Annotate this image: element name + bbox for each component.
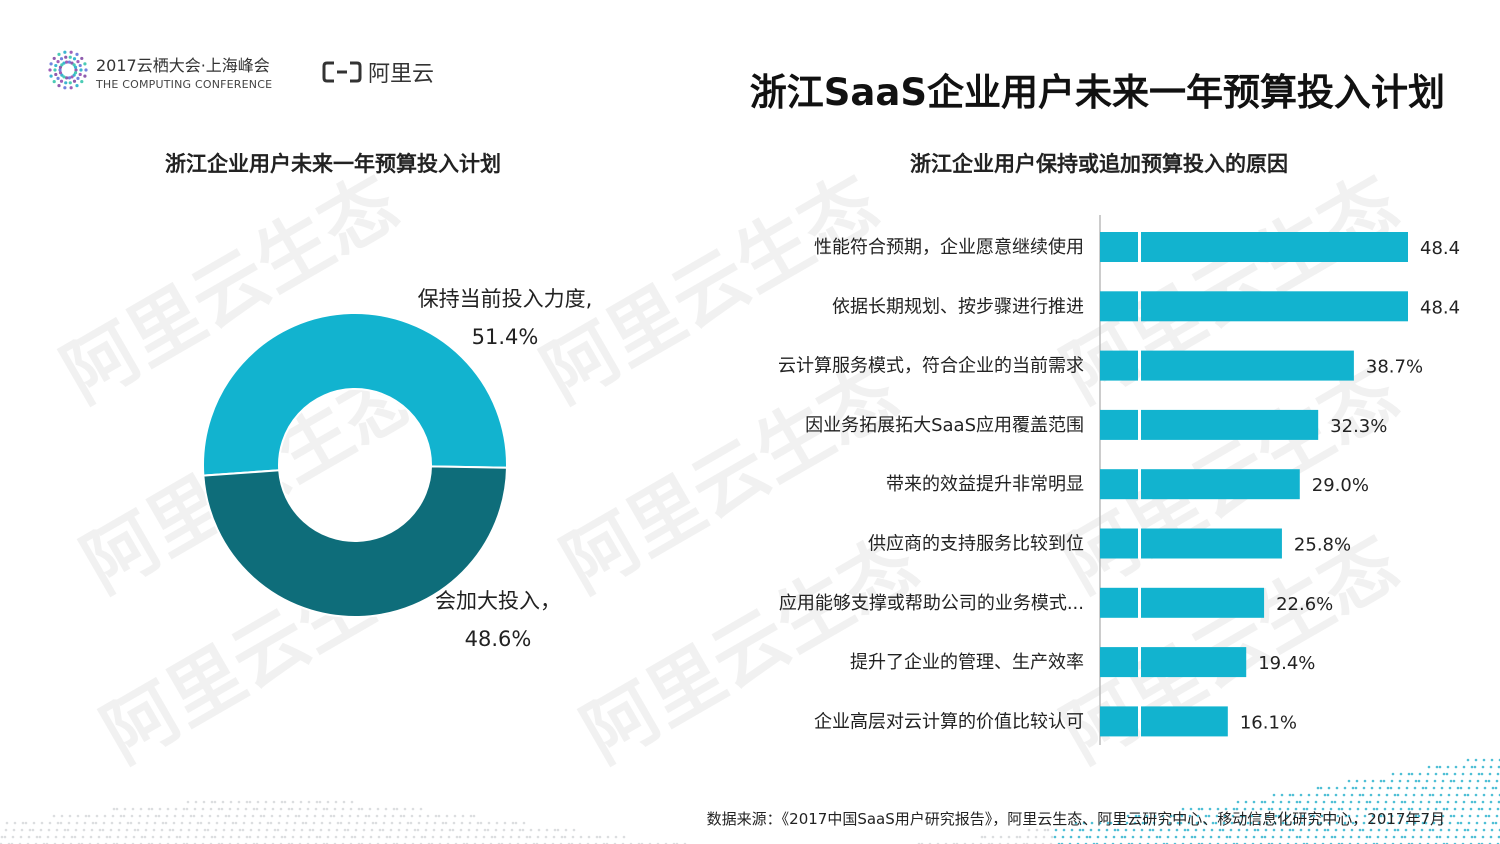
pie-label-increase-value: 48.6% xyxy=(408,620,588,658)
page-title: 浙江SaaS企业用户未来一年预算投入计划 xyxy=(700,62,1445,116)
bar-category-label: 依据长期规划、按步骤进行推进 xyxy=(832,296,1084,317)
bar-segment-stub xyxy=(1100,291,1138,321)
pie-label-increase-text: 会加大投入， xyxy=(408,582,588,620)
bar-segment-stub xyxy=(1100,232,1138,262)
bar-chart-title: 浙江企业用户保持或追加预算投入的原因 xyxy=(910,148,1288,178)
pie-label-increase: 会加大投入， 48.6% xyxy=(408,582,588,658)
bar-segment-stub xyxy=(1100,351,1138,381)
conference-subtitle: THE COMPUTING CONFERENCE xyxy=(96,78,272,91)
bar-value-label: 29.0% xyxy=(1312,475,1369,496)
bar-segment-stub xyxy=(1100,529,1138,559)
bar-value-label: 38.7% xyxy=(1366,357,1423,378)
bar-segment-stub xyxy=(1100,588,1138,618)
bar-segment-stub xyxy=(1100,410,1138,440)
aliyun-bracket-icon xyxy=(322,60,362,84)
pie-label-maintain: 保持当前投入力度, 51.4% xyxy=(405,280,605,356)
conference-branding: 2017云栖大会·上海峰会 THE COMPUTING CONFERENCE xyxy=(96,52,272,91)
bar xyxy=(1141,469,1300,499)
pie-chart-title: 浙江企业用户未来一年预算投入计划 xyxy=(165,148,501,178)
bar-value-label: 48.4% xyxy=(1420,297,1460,318)
bar-category-label: 云计算服务模式，符合企业的当前需求 xyxy=(778,356,1084,377)
bar xyxy=(1141,232,1408,262)
bar-category-label: 性能符合预期，企业愿意继续使用 xyxy=(814,237,1084,258)
bar-category-label: 提升了企业的管理、生产效率 xyxy=(850,652,1084,673)
pie-label-maintain-text: 保持当前投入力度, xyxy=(405,280,605,318)
bar-chart: 性能符合预期，企业愿意继续使用 48.4% 依据长期规划、按步骤进行推进 48.4% 云… xyxy=(740,210,1460,750)
bar xyxy=(1141,529,1282,559)
bar-value-label: 19.4% xyxy=(1258,653,1315,674)
bar-value-label: 25.8% xyxy=(1294,535,1351,556)
bar-segment-stub xyxy=(1100,647,1138,677)
aliyun-logo: 阿里云 xyxy=(322,58,434,86)
data-source: 数据来源：《2017中国SaaS用户研究报告》，阿里云生态、阿里云研究中心、移动… xyxy=(470,808,1445,829)
bar-value-label: 22.6% xyxy=(1276,594,1333,615)
conference-logo-icon xyxy=(48,50,88,90)
bar-category-label: 因业务拓展拓大SaaS应用覆盖范围 xyxy=(805,415,1084,436)
conference-title: 2017云栖大会·上海峰会 xyxy=(96,52,272,76)
pie-label-maintain-value: 51.4% xyxy=(405,318,605,356)
brand-name: 阿里云 xyxy=(368,56,434,88)
bar xyxy=(1141,291,1408,321)
bar xyxy=(1141,588,1264,618)
bar-category-label: 供应商的支持服务比较到位 xyxy=(868,534,1084,555)
bar-category-label: 带来的效益提升非常明显 xyxy=(886,474,1084,495)
bar-value-label: 48.4% xyxy=(1420,238,1460,259)
bar-category-label: 应用能够支撑或帮助公司的业务模式... xyxy=(779,593,1084,614)
bar-segment-stub xyxy=(1100,469,1138,499)
bar xyxy=(1141,410,1318,440)
bar xyxy=(1141,647,1246,677)
bar-value-label: 32.3% xyxy=(1330,416,1387,437)
bar xyxy=(1141,351,1354,381)
